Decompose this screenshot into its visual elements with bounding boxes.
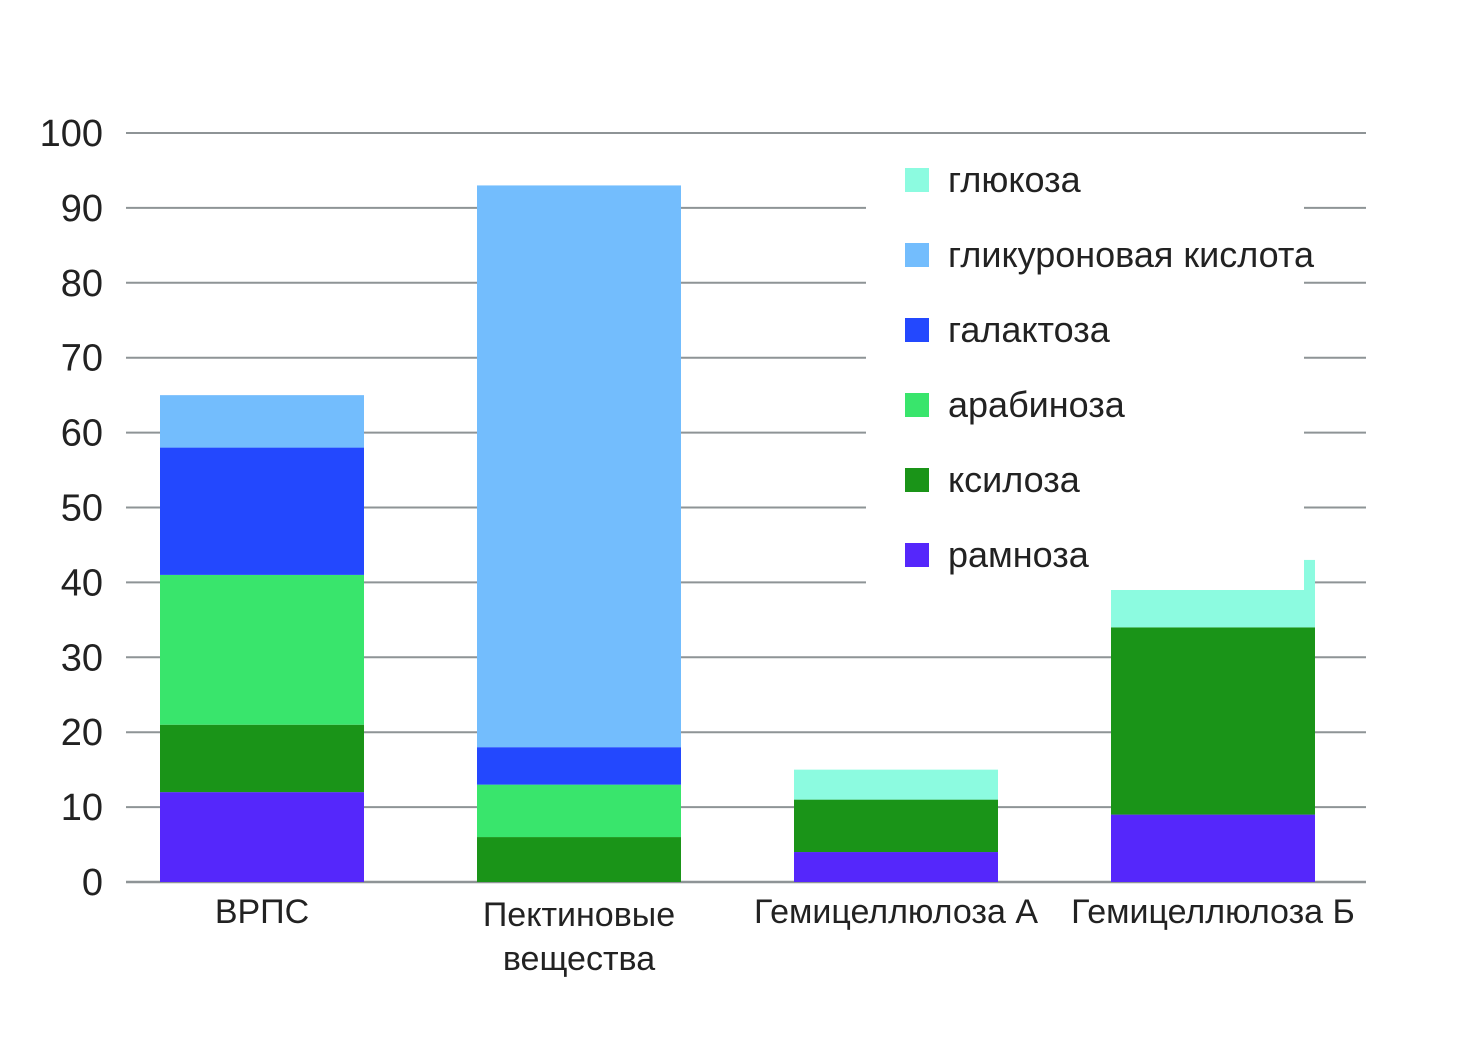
bar-segment xyxy=(477,185,681,748)
x-tick-label: Гемицеллюлоза Б xyxy=(1071,893,1355,931)
bars-layer xyxy=(160,185,1315,882)
y-tick-label: 100 xyxy=(40,113,103,155)
legend-swatch xyxy=(905,168,929,192)
bar-segment xyxy=(477,747,681,785)
bar-segment xyxy=(160,792,364,882)
x-tick-label-line: Пектиновые xyxy=(483,896,675,934)
legend-background xyxy=(866,150,1304,590)
x-tick-label-line: ВРПС xyxy=(215,893,309,931)
bar-segment xyxy=(794,852,998,882)
legend-label: рамноза xyxy=(948,534,1090,575)
y-tick-label: 50 xyxy=(61,488,103,530)
bar-segment xyxy=(794,769,998,800)
y-tick-label: 30 xyxy=(61,637,103,679)
legend-label: ксилоза xyxy=(948,459,1081,500)
axis-layer: 0 10 20 30 40 50 60 70 80 90 100 ВРПС Пектиновые веще… xyxy=(40,113,1355,978)
y-tick-label: 20 xyxy=(61,712,103,754)
legend-swatch xyxy=(905,243,929,267)
bar-segment xyxy=(160,395,364,448)
y-tick-label: 40 xyxy=(61,562,103,604)
legend-label: арабиноза xyxy=(948,384,1126,425)
y-tick-label: 90 xyxy=(61,188,103,230)
bar-segment xyxy=(794,799,998,853)
bar-segment xyxy=(1111,814,1315,882)
y-tick-label: 80 xyxy=(61,263,103,305)
legend-swatch xyxy=(905,468,929,492)
y-tick-label: 70 xyxy=(61,338,103,380)
x-tick-label: Гемицеллюлоза А xyxy=(754,893,1038,931)
x-tick-label: Пектиновые вещества xyxy=(483,896,675,978)
legend-label: галактоза xyxy=(948,309,1111,350)
bar-segment xyxy=(160,574,364,725)
legend-label: гликуроновая кислота xyxy=(948,234,1315,275)
legend-swatch xyxy=(905,543,929,567)
x-tick-label-line: Гемицеллюлоза Б xyxy=(1071,893,1355,931)
y-tick-label: 60 xyxy=(61,413,103,455)
x-tick-label-line: Гемицеллюлоза А xyxy=(754,893,1038,931)
x-tick-label-line: вещества xyxy=(503,940,655,978)
legend-label: глюкоза xyxy=(948,159,1082,200)
x-tick-label: ВРПС xyxy=(215,893,309,931)
bar-segment xyxy=(477,837,681,882)
bar-segment xyxy=(160,447,364,575)
bar-segment xyxy=(477,784,681,838)
legend: глюкоза гликуроновая кислота галактоза араб… xyxy=(866,150,1315,590)
legend-swatch xyxy=(905,318,929,342)
y-tick-label: 0 xyxy=(82,862,103,904)
bar-segment xyxy=(1111,627,1315,815)
legend-swatch xyxy=(905,393,929,417)
bar-segment xyxy=(160,724,364,793)
y-tick-label: 10 xyxy=(61,787,103,829)
